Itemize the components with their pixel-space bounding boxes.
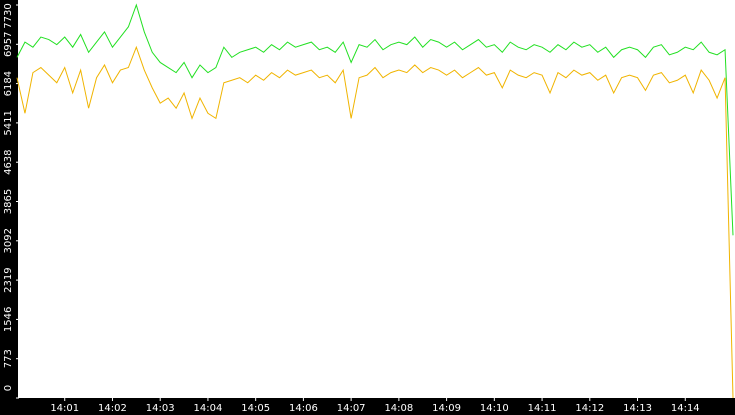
x-tick-label: 14:10 bbox=[480, 403, 509, 414]
x-tick-label: 14:06 bbox=[289, 403, 318, 414]
x-tick-label: 14:09 bbox=[432, 403, 461, 414]
series-line bbox=[16, 3, 734, 236]
y-tick-label: 5411 bbox=[3, 110, 14, 135]
x-tick-label: 14:13 bbox=[623, 403, 652, 414]
x-tick-label: 14:11 bbox=[528, 403, 557, 414]
y-tick-label: 1546 bbox=[3, 307, 14, 332]
x-tick-label: 14:01 bbox=[50, 403, 79, 414]
x-tick-label: 14:08 bbox=[384, 403, 413, 414]
y-tick-label: 3865 bbox=[3, 189, 14, 214]
x-tick-label: 14:02 bbox=[98, 403, 127, 414]
y-axis-bar bbox=[0, 0, 18, 415]
x-tick-label: 14:03 bbox=[146, 403, 175, 414]
x-tick-label: 14:05 bbox=[241, 403, 270, 414]
y-tick-label: 7730 bbox=[3, 3, 14, 28]
x-axis-bar bbox=[0, 398, 735, 415]
series-line bbox=[16, 45, 734, 399]
y-tick-label: 4638 bbox=[3, 149, 14, 174]
y-tick-label: 6184 bbox=[3, 71, 14, 96]
x-tick-label: 14:14 bbox=[671, 403, 700, 414]
y-tick-label: 3092 bbox=[3, 228, 14, 253]
y-tick-label: 6957 bbox=[3, 32, 14, 57]
y-tick-label: 2319 bbox=[3, 267, 14, 292]
y-tick-label: 0 bbox=[3, 385, 14, 391]
x-tick-label: 14:07 bbox=[337, 403, 366, 414]
y-tick-label: 773 bbox=[3, 349, 14, 368]
x-tick-label: 14:12 bbox=[575, 403, 604, 414]
x-tick-label: 14:04 bbox=[194, 403, 223, 414]
